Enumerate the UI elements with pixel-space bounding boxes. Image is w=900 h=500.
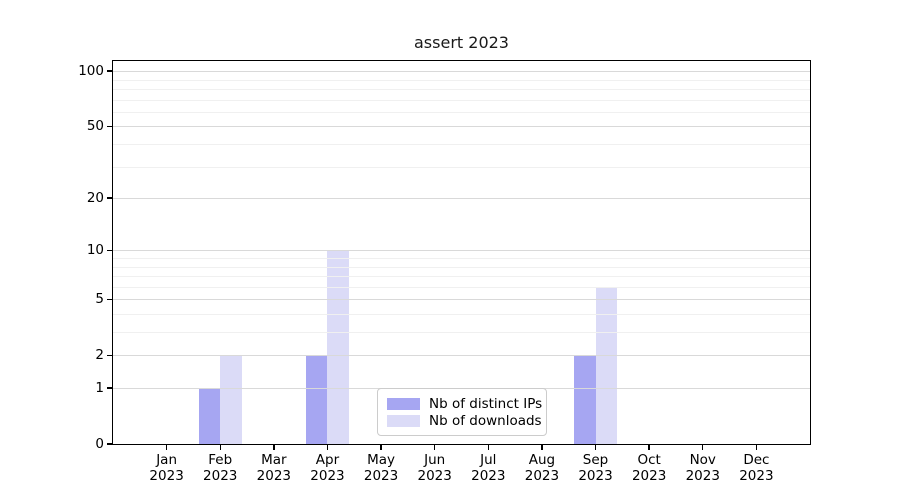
legend: Nb of distinct IPs Nb of downloads [377,388,547,436]
gridline-minor [113,258,810,259]
gridline-minor [113,79,810,81]
bar-distinct-ips-sep [574,355,596,444]
x-tick-label: Apr 2023 [310,452,345,484]
x-tick-label: Dec 2023 [739,452,774,484]
y-tick-mark [107,387,113,389]
y-tick-mark [107,354,113,356]
legend-item-downloads: Nb of downloads [387,412,542,429]
gridline-minor [113,99,810,101]
y-tick-mark [107,249,113,251]
gridline-major [113,299,810,301]
gridline-minor [113,166,810,168]
x-tick-label: Jul 2023 [471,452,506,484]
gridline-minor [113,144,810,146]
y-tick-label: 5 [95,291,104,308]
gridline-major [113,355,810,357]
y-tick-mark [107,125,113,128]
gridline-minor [113,286,810,288]
x-tick-mark [219,444,221,450]
y-tick-label: 50 [86,118,104,135]
gridline-minor [113,276,810,278]
gridline-major [113,71,810,73]
y-tick-mark [107,443,113,445]
x-tick-mark [165,444,168,450]
gridline-minor [113,89,810,91]
bar-downloads-sep [595,286,618,444]
y-tick-mark [107,70,113,72]
x-tick-mark [755,444,758,450]
legend-item-distinct-ips: Nb of distinct IPs [387,395,542,412]
y-tick-label: 20 [86,190,104,207]
gridline-minor [113,111,810,113]
bar-distinct-ips-apr [305,355,328,444]
legend-swatch-distinct-ips [387,397,420,410]
x-tick-label: Nov 2023 [685,452,720,484]
y-tick-mark [107,197,113,199]
x-tick-label: Mar 2023 [256,452,292,484]
x-tick-mark [702,444,704,450]
y-tick-label: 1 [95,380,104,396]
x-tick-mark [380,444,382,450]
y-tick-label: 10 [86,242,104,259]
x-tick-label: Feb 2023 [203,452,238,484]
x-tick-mark [648,444,650,450]
legend-swatch-downloads [387,414,420,427]
bar-downloads-feb [220,355,242,444]
legend-label-distinct-ips: Nb of distinct IPs [429,395,543,412]
y-tick-mark [107,298,113,300]
chart-title: assert 2023 [414,33,509,52]
gridline-major [113,198,810,200]
x-tick-mark [594,444,597,450]
x-tick-mark [541,444,543,450]
bar-distinct-ips-feb [198,388,221,444]
plot-area [113,61,810,444]
gridline-minor [113,313,810,315]
gridline-minor [113,332,810,334]
x-tick-mark [273,444,275,450]
y-tick-label: 2 [95,347,104,364]
x-tick-label: Jan 2023 [149,452,184,484]
x-tick-label: Sep 2023 [578,452,613,484]
x-tick-label: May 2023 [363,452,399,484]
x-tick-label: Aug 2023 [524,452,560,484]
x-tick-mark [326,444,329,450]
y-tick-label: 0 [95,436,104,452]
y-tick-label: 100 [78,63,104,80]
x-tick-label: Oct 2023 [631,452,667,484]
x-tick-label: Jun 2023 [417,452,452,484]
gridline-minor [113,266,810,268]
x-tick-mark [433,444,436,450]
legend-label-downloads: Nb of downloads [429,412,542,429]
gridline-major [113,250,810,252]
x-tick-mark [487,444,489,450]
gridline-major [113,126,810,128]
bar-downloads-apr [327,250,349,444]
